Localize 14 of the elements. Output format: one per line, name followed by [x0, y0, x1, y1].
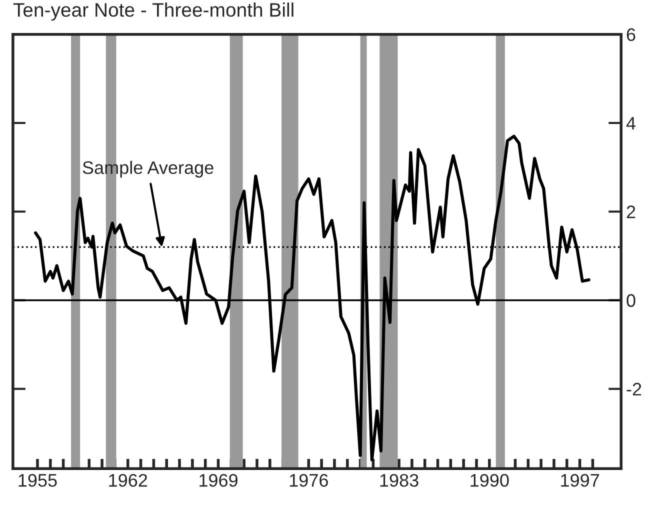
y-tick-label: -2 [626, 382, 642, 396]
y-tick-label: 4 [626, 117, 636, 130]
x-tick-label: 1997 [561, 474, 599, 487]
x-tick-label: 1969 [200, 474, 238, 487]
y-tick-label: 6 [626, 28, 636, 42]
x-tick-label: 1976 [290, 474, 328, 487]
y-tick-label: 0 [626, 294, 636, 307]
x-tick-label: 1990 [470, 474, 509, 487]
ref-line-label: Sample Average [82, 160, 214, 178]
chart-title: Ten-year Note - Three-month Bill [13, 2, 294, 21]
x-tick-label: 1955 [18, 474, 57, 487]
x-tick-label: 1962 [109, 474, 148, 487]
y-tick-label: 2 [626, 206, 636, 218]
x-tick-label: 1983 [380, 474, 418, 487]
